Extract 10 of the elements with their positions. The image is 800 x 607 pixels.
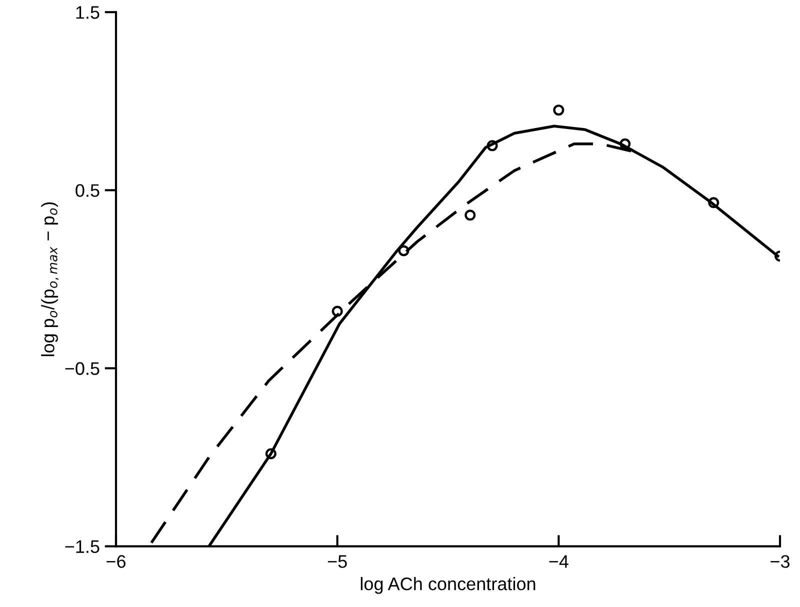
y-tick-label: 1.5 [76,6,100,19]
y-tick-label: −1.5 [65,540,100,554]
x-tick-label: −5 [328,555,347,568]
x-tick-label: −3 [770,555,790,568]
x-axis-title: log ACh concentration [360,577,536,594]
x-tick-label: −4 [549,555,568,568]
y-tick-label: 0.5 [76,184,100,197]
x-tick-label: −6 [106,555,126,568]
y-axis-title: log p$_{o}$/(p$_{o,max}$ − p$_{o}$) [41,202,59,356]
y-tick-label: −0.5 [65,362,100,375]
